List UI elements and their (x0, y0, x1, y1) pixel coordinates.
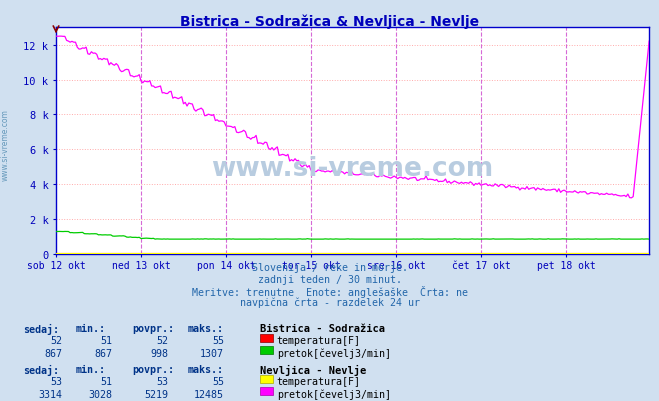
Text: 867: 867 (45, 348, 63, 358)
Text: povpr.:: povpr.: (132, 364, 174, 374)
Text: maks.:: maks.: (188, 364, 224, 374)
Text: 998: 998 (150, 348, 168, 358)
Text: pretok[čevelj3/min]: pretok[čevelj3/min] (277, 389, 391, 399)
Text: Bistrica - Sodražica: Bistrica - Sodražica (260, 323, 386, 333)
Text: 51: 51 (100, 336, 112, 346)
Text: Meritve: trenutne  Enote: anglešaške  Črta: ne: Meritve: trenutne Enote: anglešaške Črta… (192, 285, 467, 297)
Text: temperatura[F]: temperatura[F] (277, 377, 360, 387)
Text: navpična črta - razdelek 24 ur: navpična črta - razdelek 24 ur (239, 296, 420, 307)
Text: povpr.:: povpr.: (132, 323, 174, 333)
Text: 867: 867 (94, 348, 112, 358)
Text: 1307: 1307 (200, 348, 224, 358)
Text: Nevljica - Nevlje: Nevljica - Nevlje (260, 364, 366, 375)
Text: 3028: 3028 (88, 389, 112, 399)
Text: zadnji teden / 30 minut.: zadnji teden / 30 minut. (258, 274, 401, 284)
Text: www.si-vreme.com: www.si-vreme.com (212, 156, 494, 182)
Text: Slovenija / reke in morje.: Slovenija / reke in morje. (252, 263, 407, 273)
Text: sedaj:: sedaj: (23, 364, 59, 375)
Text: 55: 55 (212, 377, 224, 387)
Text: 52: 52 (156, 336, 168, 346)
Text: 3314: 3314 (39, 389, 63, 399)
Text: Bistrica - Sodražica & Nevljica - Nevlje: Bistrica - Sodražica & Nevljica - Nevlje (180, 14, 479, 28)
Text: 51: 51 (100, 377, 112, 387)
Text: min.:: min.: (76, 364, 106, 374)
Text: sedaj:: sedaj: (23, 323, 59, 334)
Text: temperatura[F]: temperatura[F] (277, 336, 360, 346)
Text: 12485: 12485 (194, 389, 224, 399)
Text: 52: 52 (51, 336, 63, 346)
Text: www.si-vreme.com: www.si-vreme.com (1, 109, 10, 180)
Text: pretok[čevelj3/min]: pretok[čevelj3/min] (277, 348, 391, 358)
Text: 53: 53 (156, 377, 168, 387)
Text: min.:: min.: (76, 323, 106, 333)
Text: maks.:: maks.: (188, 323, 224, 333)
Text: 5219: 5219 (144, 389, 168, 399)
Text: 55: 55 (212, 336, 224, 346)
Text: 53: 53 (51, 377, 63, 387)
